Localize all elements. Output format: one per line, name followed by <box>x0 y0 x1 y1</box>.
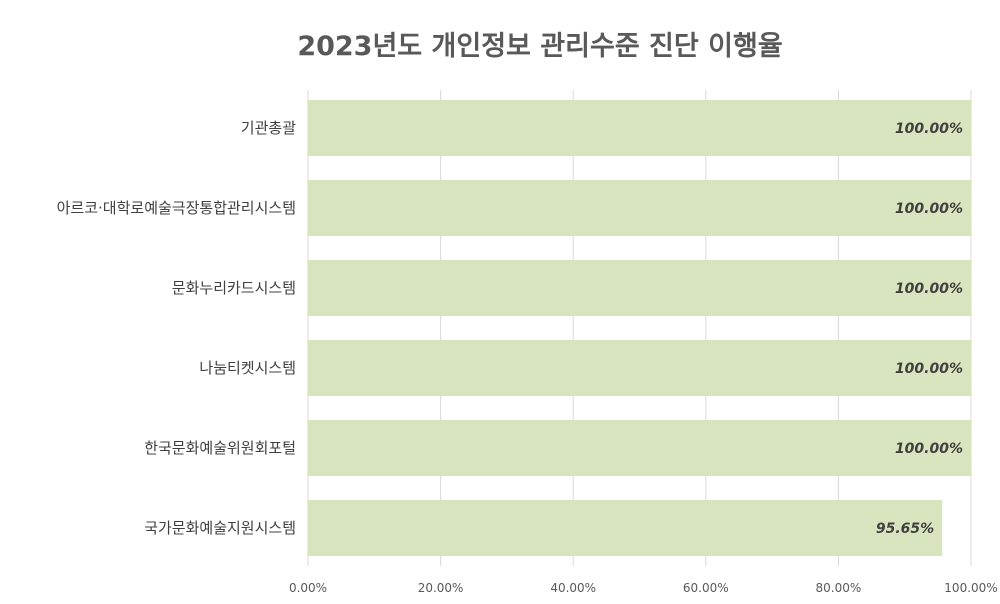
bar <box>308 340 971 396</box>
x-tick-labels: 0.00% 20.00% 40.00% 60.00% 80.00% 100.00% <box>289 581 998 595</box>
data-label: 100.00% <box>895 121 963 137</box>
grid-lines <box>307 90 972 566</box>
bars <box>308 100 971 556</box>
data-labels: 100.00% 100.00% 100.00% 100.00% 100.00% 95.65… <box>876 121 963 537</box>
chart-title: 2023년도 개인정보 관리수준 진단 이행율 <box>297 31 783 62</box>
bar <box>308 180 971 236</box>
x-tick-label: 0.00% <box>289 581 327 595</box>
x-tick-label: 40.00% <box>550 581 596 595</box>
data-label: 100.00% <box>895 281 963 297</box>
category-label: 국가문화예술지원시스템 <box>144 519 296 537</box>
bar <box>308 100 971 156</box>
category-labels: 기관총괄아르코·대학로예술극장통합관리시스템문화누리카드시스템나눔티켓시스템한국… <box>57 119 297 537</box>
bar <box>308 260 971 316</box>
bar <box>308 500 943 556</box>
x-tick-label: 100.00% <box>944 581 997 595</box>
category-label: 한국문화예술위원회포털 <box>144 439 296 457</box>
category-label: 나눔티켓시스템 <box>199 359 296 377</box>
bar <box>308 420 971 476</box>
category-label: 기관총괄 <box>241 119 296 137</box>
category-label: 아르코·대학로예술극장통합관리시스템 <box>57 199 296 217</box>
x-tick-label: 60.00% <box>683 581 729 595</box>
data-label: 100.00% <box>895 201 963 217</box>
category-label: 문화누리카드시스템 <box>172 279 296 297</box>
x-tick-label: 20.00% <box>418 581 464 595</box>
x-tick-label: 80.00% <box>816 581 862 595</box>
data-label: 95.65% <box>876 521 934 537</box>
data-label: 100.00% <box>895 441 963 457</box>
data-label: 100.00% <box>895 361 963 377</box>
